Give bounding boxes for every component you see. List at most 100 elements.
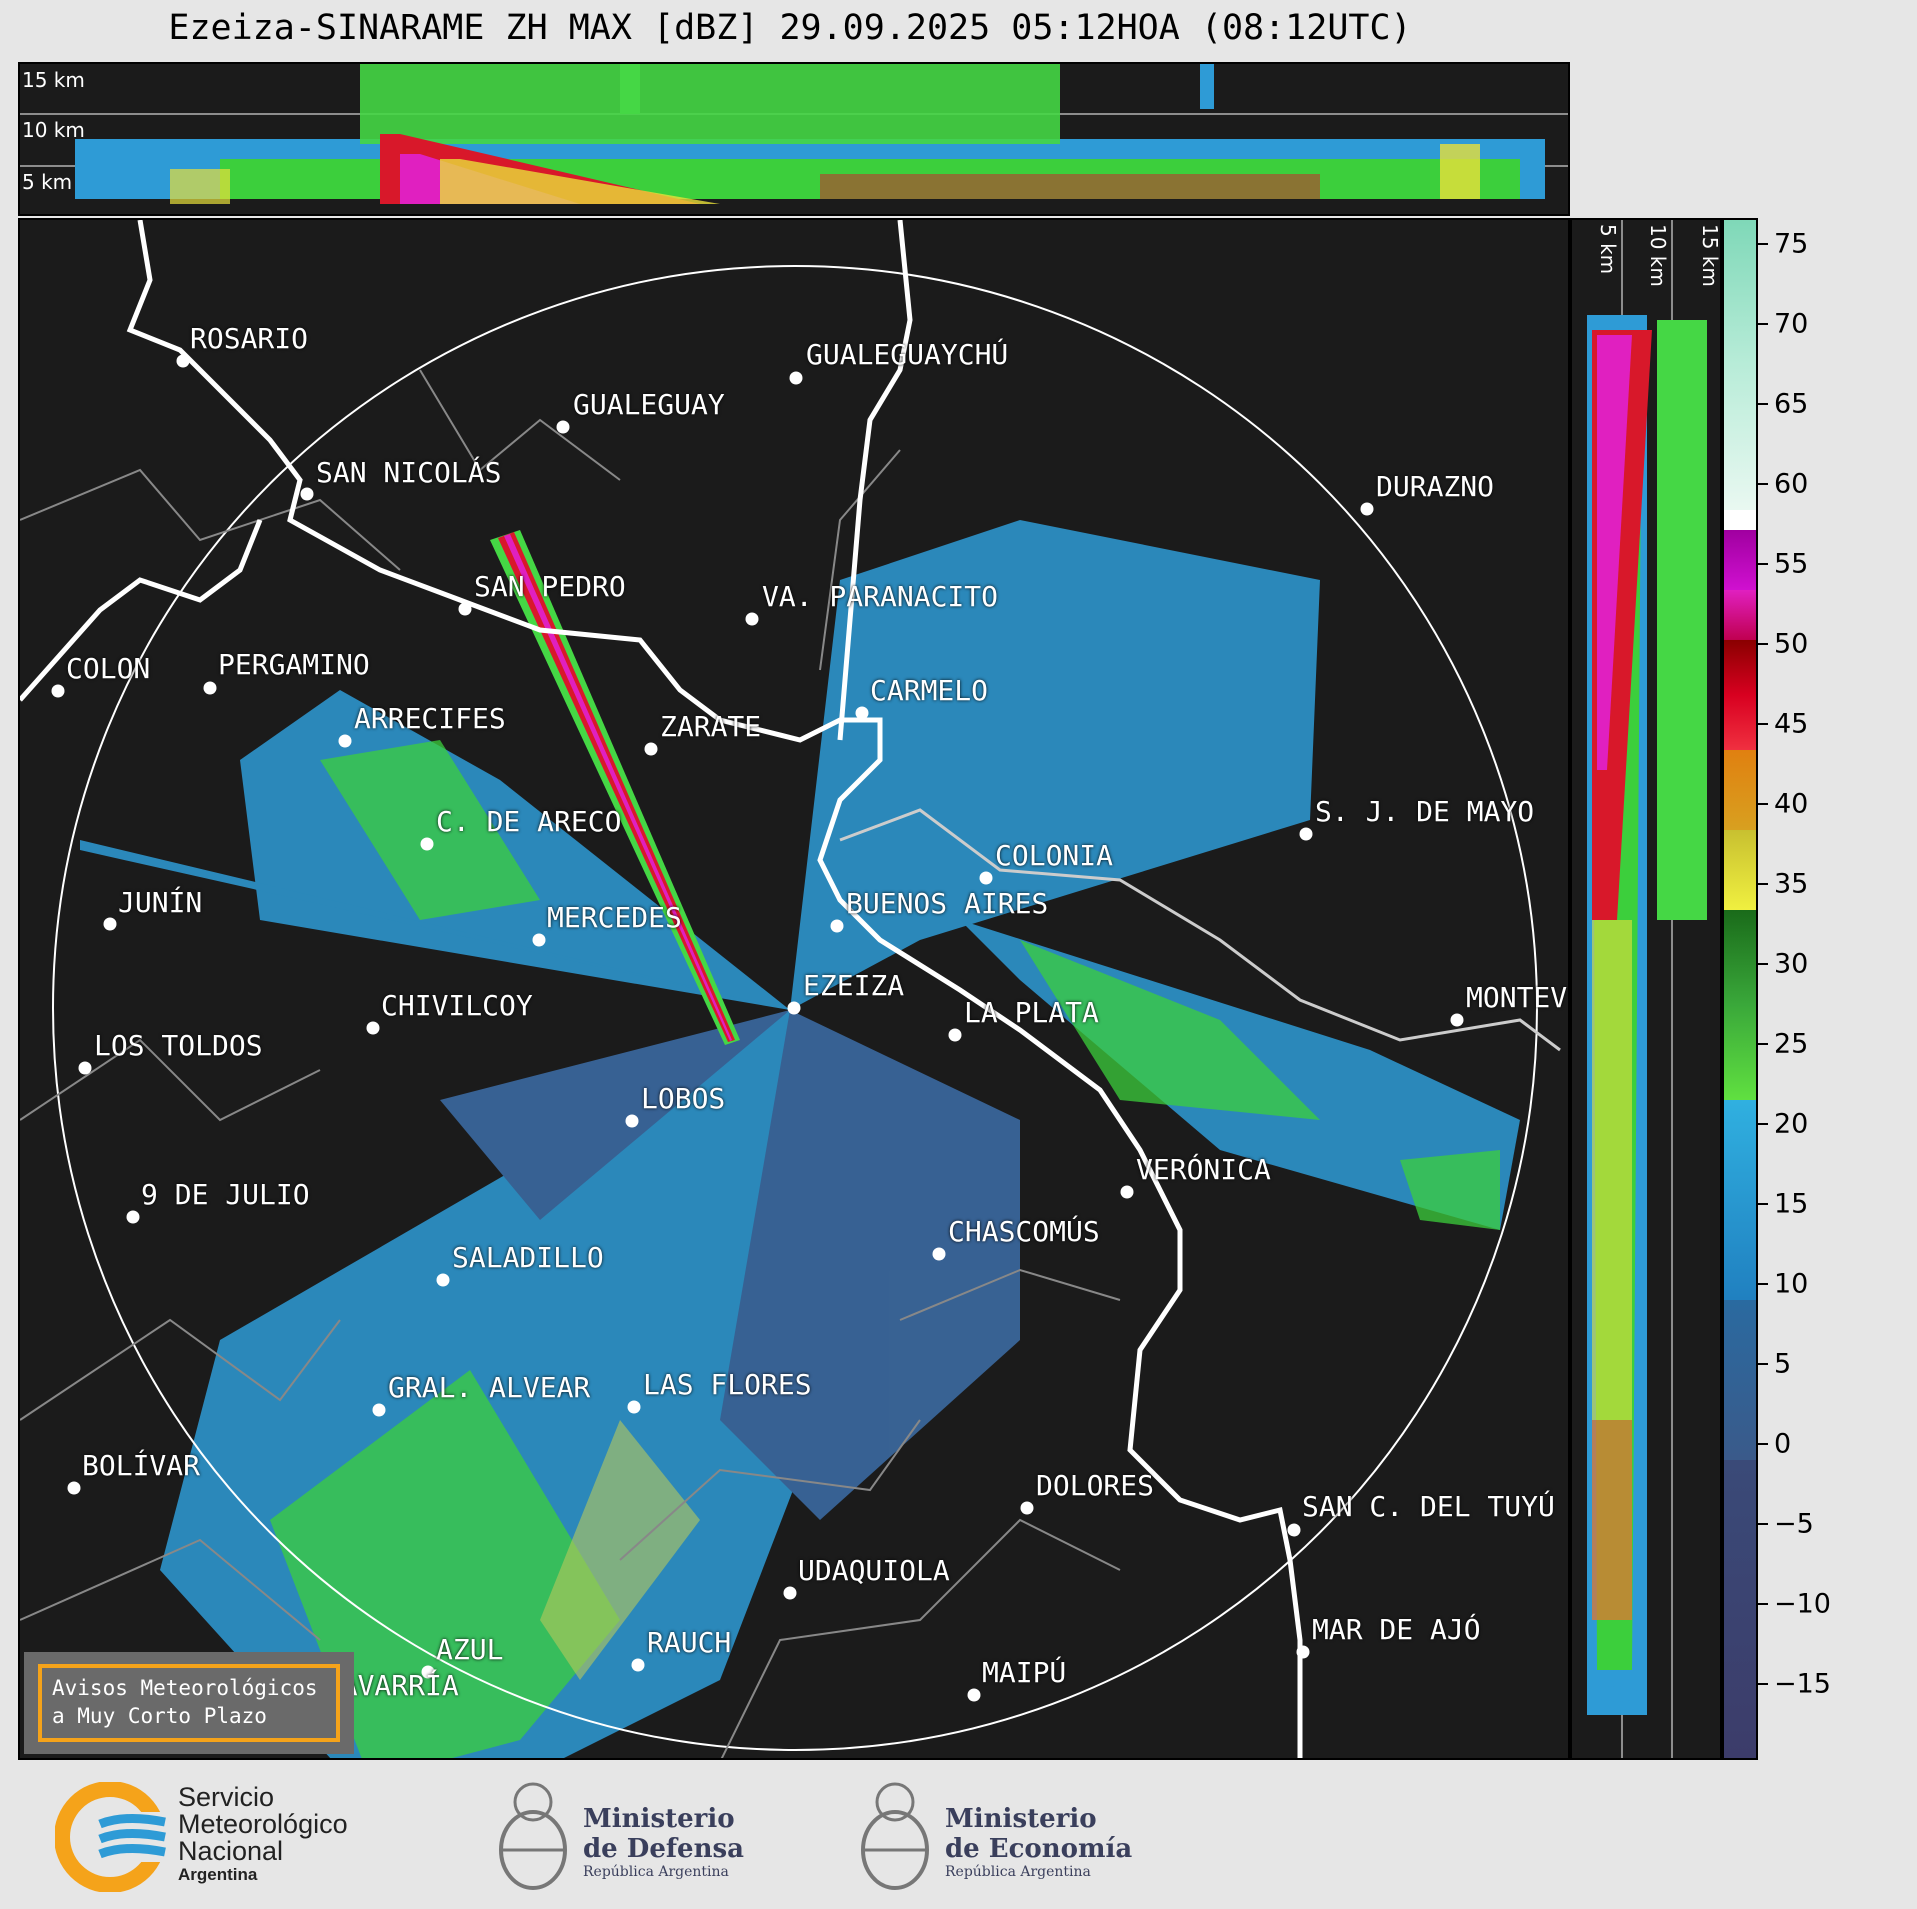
city-label-mercedes: MERCEDES (547, 901, 682, 934)
alert-box-frame[interactable]: Avisos Meteorológicos a Muy Corto Plazo (38, 1664, 340, 1742)
side-panel-label-10km: 10 km (1646, 224, 1670, 287)
city-dot-las-flores (627, 1400, 641, 1414)
city-dot-colon (51, 684, 65, 698)
colorbar-tick (1758, 1283, 1768, 1285)
city-label-montevideo: MONTEV (1466, 981, 1568, 1014)
city-dot-mercedes (532, 933, 546, 947)
colorbar-label-25: 25 (1774, 1028, 1809, 1060)
colorbar-tick (1758, 883, 1768, 885)
city-label-rosario: ROSARIO (190, 322, 309, 355)
city-label-s-j-de-mayo: S. J. DE MAYO (1315, 795, 1535, 828)
city-label-mar-de-ajo: MAR DE AJÓ (1312, 1613, 1481, 1646)
city-label-bolivar: BOLÍVAR (82, 1449, 201, 1482)
city-dot-ezeiza (787, 1001, 801, 1015)
city-dot-pergamino (203, 681, 217, 695)
city-dot-dolores (1020, 1501, 1034, 1515)
city-label-ezeiza: EZEIZA (803, 969, 905, 1002)
side-cross-section-panel: 5 km 10 km 15 km (1570, 218, 1722, 1760)
city-label-buenos-aires: BUENOS AIRES (846, 887, 1049, 920)
city-dot-junin (103, 917, 117, 931)
colorbar-label-minus10: −10 (1774, 1588, 1831, 1620)
colorbar-tick (1758, 1203, 1768, 1205)
city-dot-san-c-del-tuyu (1287, 1523, 1301, 1537)
city-dot-udaquiola (783, 1586, 797, 1600)
city-label-gualeguaychu: GUALEGUAYCHÚ (806, 338, 1009, 371)
city-dot-montevideo (1450, 1013, 1464, 1027)
city-dot-azul (421, 1665, 435, 1679)
colorbar-tick (1758, 243, 1768, 245)
city-label-la-plata: LA PLATA (964, 996, 1099, 1029)
city-dot-gualeguay (556, 420, 570, 434)
city-dot-buenos-aires (830, 919, 844, 933)
city-label-dolores: DOLORES (1036, 1469, 1155, 1502)
colorbar-tick (1758, 483, 1768, 485)
city-label-rauch: RAUCH (647, 1626, 732, 1659)
colorbar-label-70: 70 (1774, 308, 1809, 340)
colorbar-tick (1758, 803, 1768, 805)
city-label-gualeguay: GUALEGUAY (573, 388, 725, 421)
city-dot-chivilcoy (366, 1021, 380, 1035)
city-dot-zarate (644, 742, 658, 756)
alert-box[interactable]: Avisos Meteorológicos a Muy Corto Plazo (24, 1652, 354, 1754)
colorbar-tick (1758, 1523, 1768, 1525)
map-title: Ezeiza-SINARAME ZH MAX [dBZ] 29.09.2025 … (168, 8, 1412, 48)
economia-logo-text: Ministerio de Economía República Argenti… (945, 1804, 1132, 1880)
city-dot-rauch (631, 1658, 645, 1672)
top-cross-section-image (20, 64, 1568, 204)
defensa-line-1: Ministerio (583, 1804, 735, 1834)
city-label-gral-alvear: GRAL. ALVEAR (388, 1371, 591, 1404)
city-label-c-de-areco: C. DE ARECO (436, 805, 622, 838)
city-dot-la-plata (948, 1028, 962, 1042)
top-panel-label-5km: 5 km (22, 170, 73, 194)
colorbar-label-0: 0 (1774, 1428, 1792, 1460)
city-label-carmelo: CARMELO (870, 674, 989, 707)
alert-line-2: a Muy Corto Plazo (52, 1704, 267, 1728)
city-dot-chascomus (932, 1247, 946, 1261)
colorbar-tick (1758, 403, 1768, 405)
smn-logo-text: Servicio Meteorológico Nacional Argentin… (178, 1784, 348, 1885)
city-dot-s-j-de-mayo (1299, 827, 1313, 841)
alert-line-1: Avisos Meteorológicos (52, 1676, 318, 1700)
city-dot-maipu (967, 1688, 981, 1702)
city-label-lobos: LOBOS (641, 1082, 726, 1115)
reflectivity-colorbar (1722, 218, 1758, 1760)
colorbar-label-minus15: −15 (1774, 1668, 1831, 1700)
city-dot-gualeguaychu (789, 371, 803, 385)
smn-logo-icon (55, 1782, 175, 1892)
defensa-coat-of-arms-icon (499, 1782, 567, 1890)
colorbar-label-35: 35 (1774, 868, 1809, 900)
city-label-colonia: COLONIA (995, 839, 1114, 872)
colorbar-label-5: 5 (1774, 1348, 1792, 1380)
defensa-logo-text: Ministerio de Defensa República Argentin… (583, 1804, 744, 1880)
colorbar-tick (1758, 1683, 1768, 1685)
colorbar-tick (1758, 323, 1768, 325)
economia-coat-of-arms-icon (861, 1782, 929, 1890)
city-dot-bolivar (67, 1481, 81, 1495)
city-label-veronica: VERÓNICA (1136, 1153, 1271, 1186)
city-label-las-flores: LAS FLORES (643, 1368, 812, 1401)
city-dot-san-pedro (458, 602, 472, 616)
city-label-udaquiola: UDAQUIOLA (798, 1554, 950, 1587)
city-dot-arrecifes (338, 734, 352, 748)
city-dot-lobos (625, 1114, 639, 1128)
city-label-azul: AZUL (436, 1633, 504, 1666)
colorbar-tick (1758, 643, 1768, 645)
city-label-junin: JUNÍN (118, 886, 203, 919)
city-label-pergamino: PERGAMINO (218, 648, 370, 681)
smn-line-1: Servicio (178, 1782, 275, 1812)
colorbar-label-60: 60 (1774, 468, 1809, 500)
footer: Servicio Meteorológico Nacional Argentin… (0, 1762, 1917, 1909)
defensa-line-3: República Argentina (583, 1864, 729, 1880)
city-label-los-toldos: LOS TOLDOS (94, 1029, 263, 1062)
city-label-colon: COLON (66, 652, 151, 685)
colorbar-tick (1758, 1043, 1768, 1045)
smn-line-3: Nacional (178, 1836, 284, 1866)
city-dot-mar-de-ajo (1296, 1645, 1310, 1659)
colorbar-label-15: 15 (1774, 1188, 1809, 1220)
colorbar-label-75: 75 (1774, 228, 1809, 260)
defensa-line-2: de Defensa (583, 1834, 744, 1864)
colorbar-tick (1758, 1603, 1768, 1605)
radar-map: ROSARIO GUALEGUAYCHÚ GUALEGUAY SAN NICOL… (18, 218, 1570, 1760)
city-label-saladillo: SALADILLO (452, 1241, 604, 1274)
economia-line-1: Ministerio (945, 1804, 1097, 1834)
